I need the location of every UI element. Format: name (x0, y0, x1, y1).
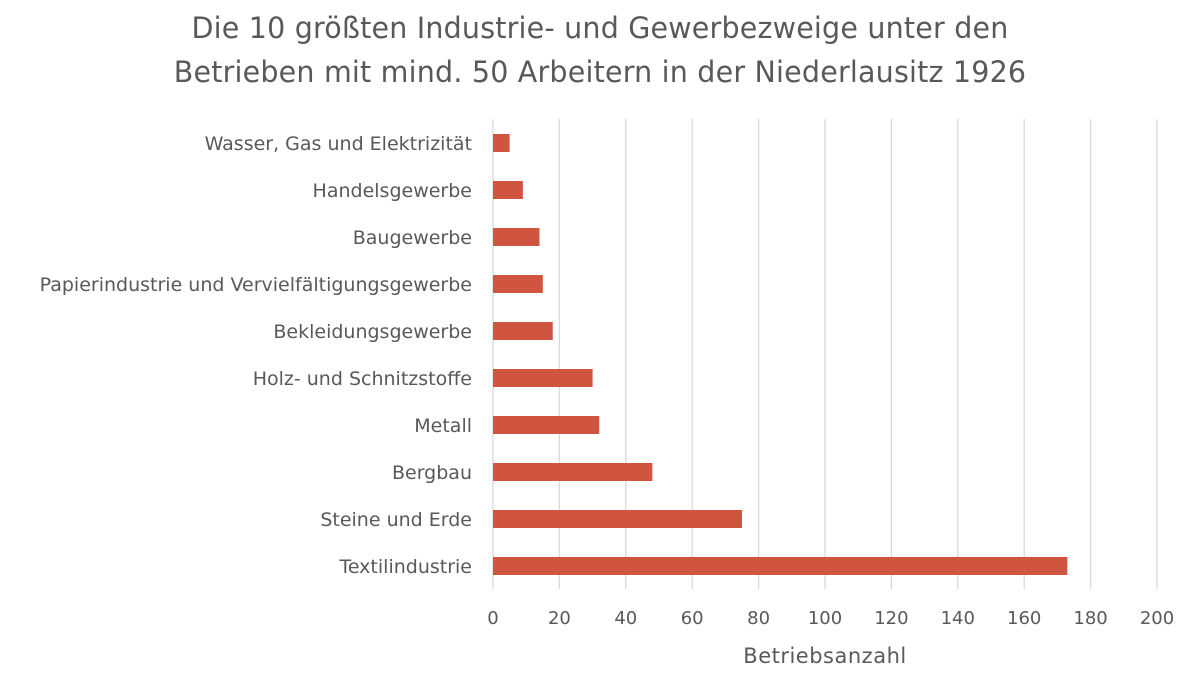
x-tick-label-200: 200 (1140, 608, 1174, 629)
x-tick-label-60: 60 (681, 608, 704, 629)
x-tick-label-180: 180 (1073, 608, 1107, 629)
bar-2 (493, 181, 523, 199)
category-labels: Wasser, Gas und Elektrizität Handelsgewer… (40, 133, 472, 578)
x-tick-label-80: 80 (747, 608, 770, 629)
category-label-6: Holz- und Schnitzstoffe (253, 368, 472, 390)
x-tick-label-120: 120 (874, 608, 908, 629)
category-label-9: Steine und Erde (320, 509, 472, 531)
bar-10 (493, 557, 1068, 575)
bar-4 (493, 275, 543, 293)
x-tick-label-40: 40 (614, 608, 637, 629)
bars (493, 134, 1068, 575)
chart-title-line-2: Betrieben mit mind. 50 Arbeitern in der … (173, 55, 1027, 89)
chart-title-line-1: Die 10 größten Industrie- und Gewerbezwe… (191, 11, 1009, 45)
category-label-7: Metall (414, 415, 472, 437)
x-tick-label-140: 140 (941, 608, 975, 629)
bar-1 (493, 134, 510, 152)
x-tick-label-0: 0 (487, 608, 498, 629)
chart-title: Die 10 größten Industrie- und Gewerbezwe… (0, 6, 1200, 94)
category-label-1: Wasser, Gas und Elektrizität (205, 133, 472, 155)
x-tick-labels: 0 20 40 60 80 100 120 140 160 180 200 (487, 608, 1174, 629)
category-label-5: Bekleidungsgewerbe (273, 321, 472, 343)
x-tick-label-160: 160 (1007, 608, 1041, 629)
bar-3 (493, 228, 540, 246)
bar-9 (493, 510, 742, 528)
category-label-8: Bergbau (392, 462, 472, 484)
bar-5 (493, 322, 553, 340)
bar-7 (493, 416, 600, 434)
category-label-4: Papierindustrie und Vervielfältigungsgew… (40, 274, 472, 296)
x-tick-label-100: 100 (808, 608, 842, 629)
bar-8 (493, 463, 653, 481)
x-tick-label-20: 20 (548, 608, 571, 629)
bar-6 (493, 369, 593, 387)
x-axis-title: Betriebsanzahl (743, 644, 906, 668)
category-label-2: Handelsgewerbe (313, 180, 472, 202)
category-label-3: Baugewerbe (353, 227, 472, 249)
category-label-10: Textilindustrie (338, 556, 472, 578)
